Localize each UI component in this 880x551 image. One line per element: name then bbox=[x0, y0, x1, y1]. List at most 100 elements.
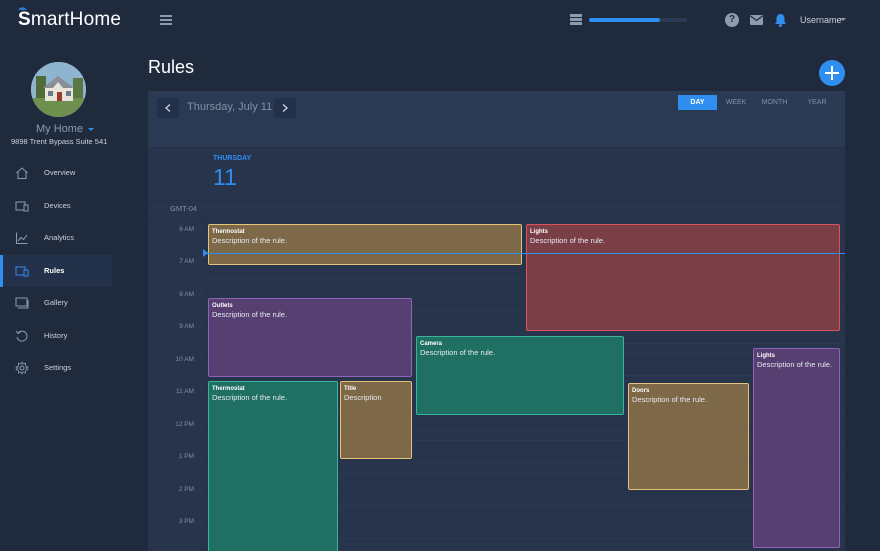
half-hour-line bbox=[206, 505, 845, 506]
chevron-right-icon bbox=[282, 104, 288, 112]
sidebar-item-label: Analytics bbox=[44, 233, 75, 242]
hour-label: 11 AM bbox=[176, 388, 194, 395]
rule-event-doors[interactable]: Doors Description of the rule. bbox=[628, 383, 749, 490]
hour-label: 7 AM bbox=[179, 258, 194, 265]
date-label: Thursday, July 11 bbox=[187, 101, 273, 113]
history-icon bbox=[15, 330, 28, 342]
next-day-button[interactable] bbox=[274, 98, 296, 118]
add-rule-button[interactable] bbox=[819, 60, 845, 86]
rule-event-title[interactable]: Title Description bbox=[340, 381, 412, 459]
view-week-button[interactable]: WEEK bbox=[725, 99, 747, 106]
sidebar-item-devices[interactable]: Devices bbox=[0, 190, 112, 223]
sidebar-item-gallery[interactable]: Gallery bbox=[0, 287, 112, 320]
hour-label: 9 AM bbox=[179, 323, 194, 330]
event-description: Description of the rule. bbox=[212, 393, 288, 402]
hour-line bbox=[206, 456, 845, 457]
hour-label: 6 AM bbox=[179, 226, 194, 233]
username-menu[interactable]: Username bbox=[800, 15, 842, 25]
event-description: Description bbox=[344, 393, 382, 402]
chevron-down-icon[interactable] bbox=[88, 128, 94, 131]
hour-label: 2 PM bbox=[178, 486, 194, 493]
day-grid[interactable]: 6 AM 7 AM 8 AM 9 AM 10 AM 11 AM 12 PM 1 … bbox=[148, 217, 845, 551]
event-title: Thermostat bbox=[212, 229, 245, 235]
hour-line bbox=[206, 326, 845, 327]
gallery-icon bbox=[15, 297, 29, 309]
sidebar-item-label: History bbox=[44, 330, 68, 340]
page-title: Rules bbox=[148, 57, 195, 77]
rule-event-camera[interactable]: Camera Description of the rule. bbox=[416, 336, 624, 415]
day-name: THURSDAY bbox=[213, 155, 252, 162]
progress-fill bbox=[589, 18, 660, 22]
sidebar-item-overview[interactable]: Overview bbox=[0, 157, 112, 190]
half-hour-line bbox=[206, 310, 845, 311]
view-month-button[interactable]: MONTH bbox=[761, 99, 788, 106]
rules-icon bbox=[15, 266, 29, 276]
prev-day-button[interactable] bbox=[157, 98, 179, 118]
time-gutter-divider bbox=[206, 218, 207, 551]
calendar-panel: Thursday, July 11 DAY WEEK MONTH YEAR TH… bbox=[148, 91, 845, 551]
event-description: Description of the rule. bbox=[530, 236, 606, 245]
event-description: Description of the rule. bbox=[632, 395, 708, 404]
hour-line bbox=[206, 261, 845, 262]
home-icon bbox=[16, 167, 28, 179]
sidebar-item-label: Rules bbox=[44, 265, 65, 275]
logo-initial: S bbox=[18, 9, 31, 30]
event-description: Description of the rule. bbox=[757, 360, 833, 369]
home-avatar[interactable] bbox=[31, 62, 86, 117]
logo-text: martHome bbox=[30, 9, 122, 30]
half-hour-line bbox=[206, 440, 845, 441]
event-title: Outlets bbox=[212, 303, 233, 309]
view-year-button[interactable]: YEAR bbox=[807, 99, 827, 106]
hour-line bbox=[206, 424, 845, 425]
event-title: Camera bbox=[420, 341, 443, 347]
sidebar-item-label: Settings bbox=[44, 363, 72, 372]
sidebar-item-label: Overview bbox=[44, 168, 76, 177]
half-hour-line bbox=[206, 538, 845, 539]
event-description: Description of the rule. bbox=[420, 348, 496, 357]
mail-icon[interactable] bbox=[750, 15, 763, 25]
hour-label: 12 PM bbox=[175, 421, 194, 428]
sidebar-item-analytics[interactable]: Analytics bbox=[0, 222, 112, 255]
event-title: Thermostat bbox=[212, 386, 245, 392]
hour-label: 3 PM bbox=[178, 518, 194, 525]
hour-label: 8 AM bbox=[179, 291, 194, 298]
list-icon[interactable] bbox=[570, 14, 582, 26]
event-title: Lights bbox=[530, 229, 548, 235]
sidebar-item-history[interactable]: History bbox=[0, 320, 112, 353]
home-name[interactable]: My Home bbox=[36, 123, 84, 135]
house-photo bbox=[31, 62, 86, 117]
sidebar-item-rules[interactable]: Rules bbox=[0, 254, 112, 287]
progress-bar bbox=[589, 18, 687, 22]
top-bar: SmartHome ? Username bbox=[0, 0, 880, 42]
gear-icon bbox=[15, 361, 29, 375]
sidebar: My Home 9898 Trent Bypass Suite 541 Over… bbox=[0, 42, 112, 551]
half-hour-line bbox=[206, 245, 845, 246]
app-logo[interactable]: SmartHome bbox=[18, 9, 121, 31]
rule-event-lights[interactable]: Lights Description of the rule. bbox=[526, 224, 840, 331]
sidebar-item-settings[interactable]: Settings bbox=[0, 352, 112, 385]
event-description: Description of the rule. bbox=[212, 310, 288, 319]
rule-event-thermostat[interactable]: Thermostat Description of the rule. bbox=[208, 224, 522, 265]
chart-icon bbox=[16, 232, 28, 244]
event-title: Lights bbox=[757, 353, 775, 359]
hour-line bbox=[206, 229, 845, 230]
view-day-button[interactable]: DAY bbox=[678, 95, 717, 110]
event-description: Description of the rule. bbox=[212, 236, 288, 245]
chevron-down-icon[interactable] bbox=[840, 18, 846, 21]
rule-event-lights-2[interactable]: Lights Description of the rule. bbox=[753, 348, 840, 548]
hour-label: 10 AM bbox=[175, 356, 194, 363]
hour-label: 1 PM bbox=[178, 453, 194, 460]
help-icon[interactable]: ? bbox=[725, 13, 739, 27]
event-title: Doors bbox=[632, 388, 650, 394]
bell-icon[interactable] bbox=[774, 13, 787, 27]
rule-event-thermostat-2[interactable]: Thermostat Description of the rule. bbox=[208, 381, 338, 551]
half-hour-line bbox=[206, 278, 845, 279]
hour-line bbox=[206, 294, 845, 295]
half-hour-line bbox=[206, 473, 845, 474]
devices-icon bbox=[15, 201, 29, 211]
timezone-label: GMT-04 bbox=[170, 204, 198, 213]
sidebar-nav: Overview Devices Analytics Rules bbox=[0, 157, 112, 385]
menu-icon[interactable] bbox=[160, 15, 172, 25]
rule-event-outlets[interactable]: Outlets Description of the rule. bbox=[208, 298, 412, 377]
day-number: 11 bbox=[213, 164, 237, 190]
